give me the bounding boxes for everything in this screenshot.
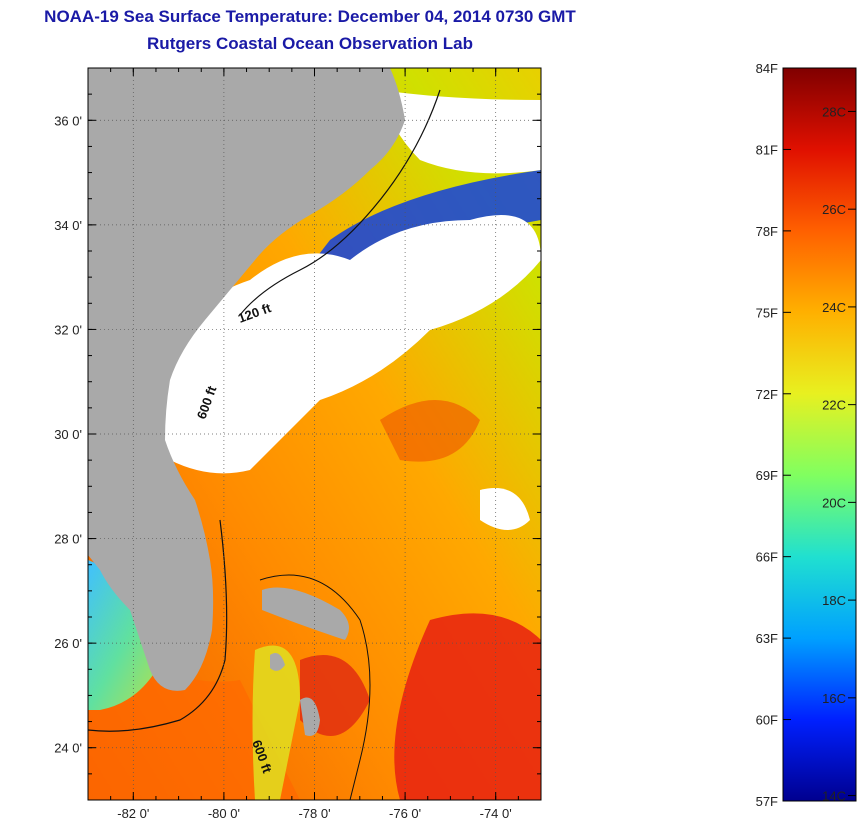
- depth-contour-line: [259, 574, 371, 800]
- colorbar: [782, 67, 857, 802]
- colorbar-f-label: 69F: [756, 468, 778, 483]
- cloud-cover: [480, 488, 530, 530]
- colorbar-f-label: 84F: [756, 61, 778, 76]
- land-southeast-us: [88, 68, 405, 691]
- shallow-bank-area: [252, 645, 300, 800]
- map-subtitle: Rutgers Coastal Ocean Observation Lab: [147, 34, 473, 53]
- colorbar-c-label: 24C: [822, 300, 846, 315]
- colorbar-c-label: 18C: [822, 593, 846, 608]
- colorbar-c-label: 14C: [822, 789, 846, 804]
- colorbar-c-label: 28C: [822, 104, 846, 119]
- lat-tick-label: 24 0': [54, 741, 82, 756]
- lon-tick-label: -74 0': [480, 806, 512, 821]
- lat-tick-label: 34 0': [54, 218, 82, 233]
- warm-water-patch: [394, 613, 541, 800]
- colorbar-c-label: 22C: [822, 398, 846, 413]
- map-panel: [88, 68, 541, 800]
- colorbar-labels: 84F 81F 78F 75F 72F 69F 66F 63F 60F 57F 28C 26C 24C 2…: [756, 61, 856, 809]
- lat-tick-label: 30 0': [54, 427, 82, 442]
- island-bahamas: [300, 697, 320, 736]
- depth-contour-line: [239, 89, 441, 316]
- axis-ticks: -82 0' -80 0' -78 0' -76 0' -74 0' 36 0' 34 0'…: [54, 67, 542, 821]
- map-title: NOAA-19 Sea Surface Temperature: Decembe…: [44, 7, 576, 26]
- lat-tick-label: 26 0': [54, 636, 82, 651]
- colorbar-f-label: 63F: [756, 631, 778, 646]
- gulf-cool-water: [88, 560, 170, 710]
- colorbar-c-label: 16C: [822, 691, 846, 706]
- lon-tick-label: -80 0': [208, 806, 240, 821]
- colorbar-f-label: 72F: [756, 387, 778, 402]
- colorbar-f-label: 81F: [756, 142, 778, 157]
- cloud-cover: [140, 215, 541, 474]
- cloud-cover: [380, 90, 541, 174]
- colorbar-f-label: 57F: [756, 794, 778, 809]
- island-bahamas: [270, 652, 285, 671]
- lat-tick-label: 32 0': [54, 322, 82, 337]
- warm-water-patch: [380, 400, 480, 462]
- colorbar-c-label: 26C: [822, 202, 846, 217]
- lon-tick-label: -78 0': [298, 806, 330, 821]
- lat-tick-label: 36 0': [54, 113, 82, 128]
- island-bahamas: [262, 587, 349, 640]
- colorbar-f-label: 66F: [756, 550, 778, 565]
- lon-tick-label: -82 0': [117, 806, 149, 821]
- colorbar-f-label: 60F: [756, 713, 778, 728]
- colorbar-c-label: 20C: [822, 495, 846, 510]
- colorbar-f-label: 75F: [756, 305, 778, 320]
- depth-contour-line: [88, 519, 228, 732]
- colorbar-f-label: 78F: [756, 224, 778, 239]
- lat-tick-label: 28 0': [54, 532, 82, 547]
- lon-tick-label: -76 0': [389, 806, 421, 821]
